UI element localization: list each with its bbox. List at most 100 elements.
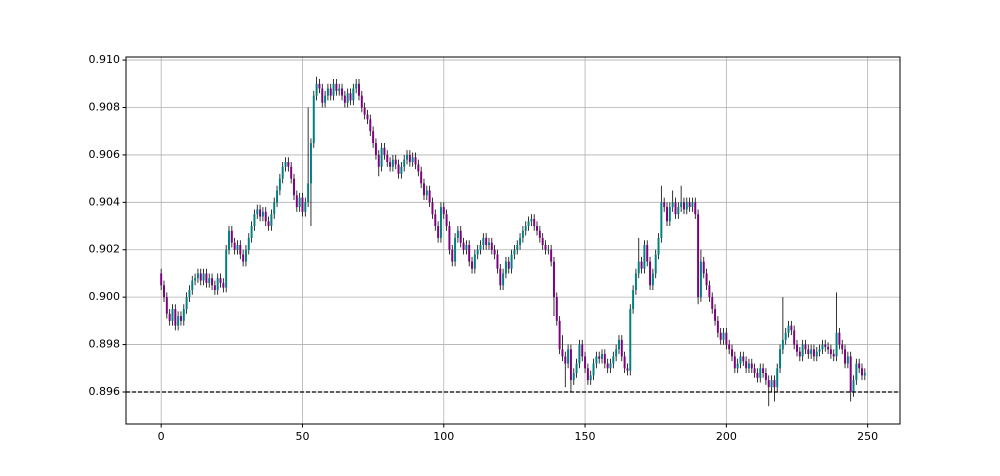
candle-body [391,159,394,167]
candle-body [852,380,855,392]
candle-body [256,209,259,215]
candle-body [835,332,838,357]
candle-body [646,245,649,262]
candle-body [521,230,524,238]
candle-body [253,214,256,227]
candle-body [855,363,858,381]
candle-body [298,197,301,208]
candle-body [779,349,782,369]
x-tick-label: 150 [575,430,596,443]
candle-body [332,83,335,96]
candle-body [603,354,606,364]
candle-body [569,349,572,381]
candle-body [598,356,601,359]
candle-body [564,356,567,364]
candle-body [584,356,587,369]
candle-body [861,368,863,376]
candle-body [815,351,818,357]
candle-body [615,349,618,357]
candle-body [510,254,513,269]
candle-body [242,254,245,262]
candle-body [366,114,369,120]
candle-body [668,207,671,222]
candle-body [572,373,575,381]
candle-body [688,202,691,208]
candle-body [273,202,276,215]
candle-body [228,230,230,250]
candle-body [793,330,796,345]
candle-body [567,349,570,364]
candle-body [841,344,844,350]
candle-body [634,273,637,291]
candle-body [369,119,372,132]
candle-body [165,297,168,314]
candle-body [637,261,640,274]
candle-body [476,249,479,255]
candle-body [516,245,519,250]
candle-body [389,162,392,167]
candle-body [270,214,273,227]
candle-body [377,154,380,167]
candle-body [496,254,499,269]
candle-body [722,332,725,340]
candle-body [295,195,298,208]
candle-body [742,356,745,362]
candle-body [660,202,663,238]
candle-body [485,237,488,246]
candle-body [651,273,654,286]
candle-body [174,309,177,326]
candle-body [699,261,702,298]
candle-body [422,183,425,196]
candle-body [550,249,553,262]
candle-body [827,346,830,350]
candle-body [394,159,397,165]
candle-body [244,249,247,262]
ticks: 0 50 100 150 200 250 0.896 0.898 0.900 0.902 0.904… [89,53,879,443]
candle-body [230,230,233,243]
candle-body [507,261,510,269]
y-tick-label: 0.910 [89,53,121,66]
candle-body [541,237,544,246]
candle-body [239,245,242,255]
candle-body [750,363,753,369]
candle-body [657,237,660,255]
candle-body [360,95,363,108]
candle-body [767,380,770,388]
candle-body [211,278,214,286]
plot-frame [125,56,901,425]
candle-body [473,254,476,269]
candle-body [307,183,310,203]
candle-body [705,273,708,286]
candle-body [612,356,615,364]
candle-body [759,368,762,378]
candle-body [609,363,612,369]
candle-body [538,230,541,238]
candle-body [739,356,742,364]
candle-body [601,354,604,359]
candle-body [205,273,208,283]
candle-body [527,221,530,227]
candle-body [691,202,694,208]
candle-body [697,214,700,298]
candle-body [787,325,790,333]
y-tick-label: 0.906 [89,148,121,161]
candle-body [586,368,589,381]
candle-body [222,282,225,288]
candle-body [623,356,626,369]
x-tick-label: 250 [857,430,878,443]
candle-body [533,218,536,227]
candle-body [304,202,307,212]
candle-body [747,363,750,369]
candle-body [719,332,722,340]
y-tick-label: 0.902 [89,243,121,256]
candle-body [338,88,341,91]
candle-body [682,202,685,210]
candle-body [250,226,253,238]
candle-body [617,339,620,350]
candle-body [363,107,366,115]
candle-body [182,309,185,321]
candle-body [233,242,236,250]
candle-body [287,162,290,167]
candle-body [259,209,262,217]
